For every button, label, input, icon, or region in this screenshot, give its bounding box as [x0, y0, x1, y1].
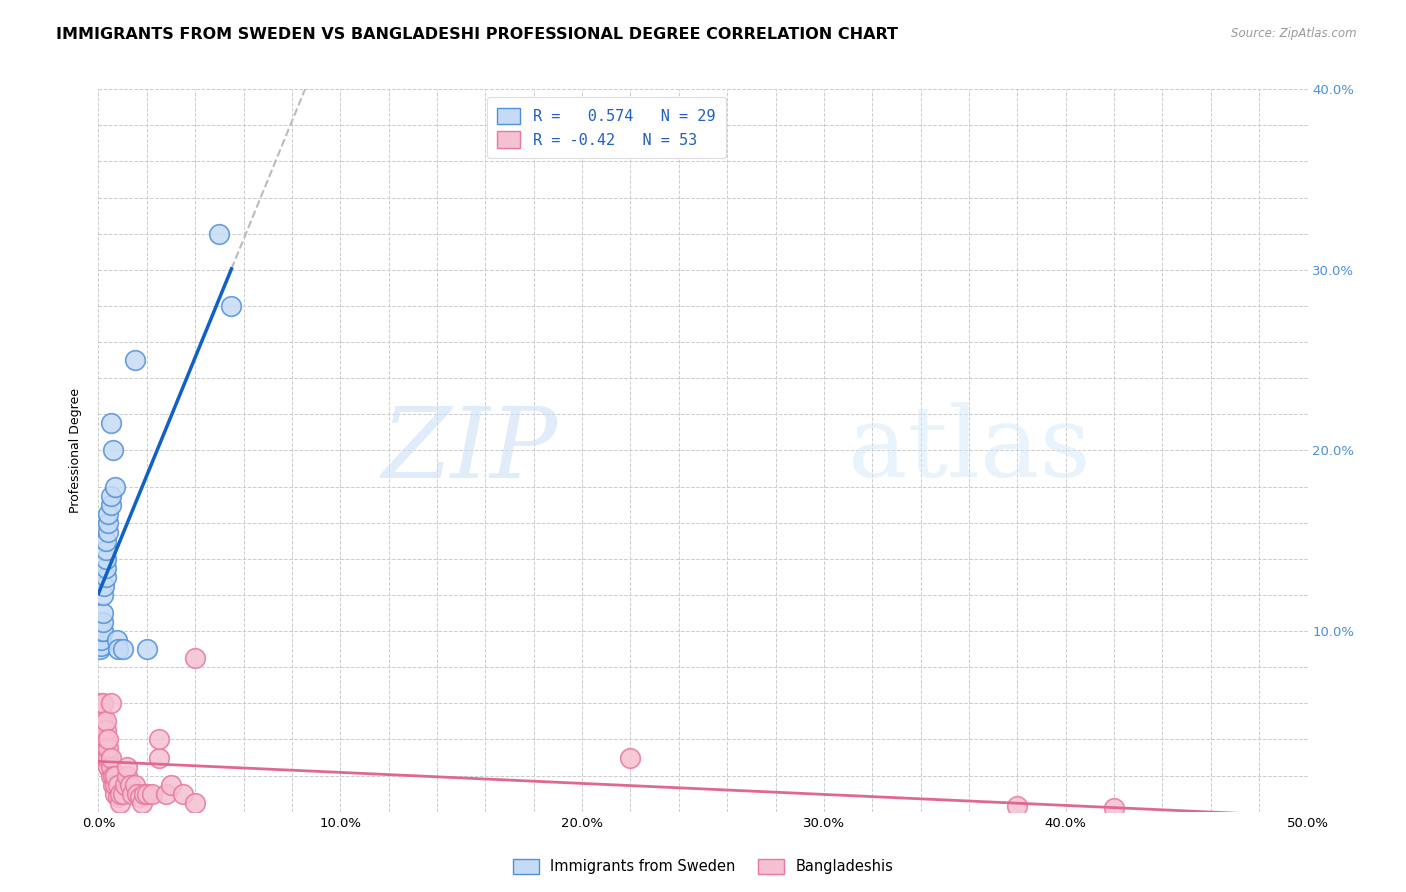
Point — [97, 732, 120, 747]
Point — [208, 227, 231, 241]
Point — [97, 507, 120, 521]
Point — [184, 796, 207, 810]
Point — [134, 787, 156, 801]
Point — [111, 642, 134, 657]
Point — [101, 443, 124, 458]
Point — [1007, 799, 1029, 814]
Text: IMMIGRANTS FROM SWEDEN VS BANGLADESHI PROFESSIONAL DEGREE CORRELATION CHART: IMMIGRANTS FROM SWEDEN VS BANGLADESHI PR… — [56, 27, 898, 42]
Point — [100, 759, 122, 773]
Point — [91, 723, 114, 738]
Text: atlas: atlas — [848, 402, 1091, 499]
Point — [94, 723, 117, 738]
Point — [100, 750, 122, 764]
Point — [160, 778, 183, 792]
Point — [107, 642, 129, 657]
Point — [118, 778, 141, 792]
Point — [90, 639, 112, 653]
Point — [124, 353, 146, 368]
Point — [100, 498, 122, 512]
Point — [91, 588, 114, 602]
Point — [94, 542, 117, 557]
Point — [101, 769, 124, 783]
Point — [97, 741, 120, 756]
Point — [108, 796, 131, 810]
Point — [114, 778, 136, 792]
Point — [94, 750, 117, 764]
Point — [90, 697, 112, 711]
Point — [127, 787, 149, 801]
Point — [131, 796, 153, 810]
Point — [91, 624, 114, 639]
Point — [91, 615, 114, 629]
Point — [107, 778, 129, 792]
Y-axis label: Professional Degree: Professional Degree — [69, 388, 83, 513]
Point — [108, 787, 131, 801]
Point — [100, 417, 122, 431]
Point — [1102, 801, 1125, 815]
Point — [89, 642, 111, 657]
Point — [97, 516, 120, 530]
Point — [104, 480, 127, 494]
Point — [619, 750, 641, 764]
Point — [104, 778, 127, 792]
Point — [90, 633, 112, 648]
Point — [94, 561, 117, 575]
Point — [94, 570, 117, 584]
Point — [135, 642, 157, 657]
Text: Source: ZipAtlas.com: Source: ZipAtlas.com — [1232, 27, 1357, 40]
Point — [91, 624, 114, 639]
Point — [148, 732, 170, 747]
Point — [91, 697, 114, 711]
Point — [100, 697, 122, 711]
Point — [221, 299, 243, 313]
Point — [141, 787, 163, 801]
Point — [97, 750, 120, 764]
Text: ZIP: ZIP — [381, 403, 558, 498]
Point — [91, 714, 114, 729]
Point — [100, 489, 122, 503]
Point — [172, 787, 194, 801]
Point — [90, 723, 112, 738]
Point — [94, 714, 117, 729]
Point — [101, 778, 124, 792]
Point — [97, 759, 120, 773]
Point — [91, 732, 114, 747]
Point — [90, 714, 112, 729]
Point — [148, 750, 170, 764]
Point — [117, 759, 139, 773]
Point — [104, 787, 127, 801]
Point — [155, 787, 177, 801]
Point — [128, 790, 150, 805]
Point — [107, 790, 129, 805]
Point — [184, 651, 207, 665]
Point — [104, 769, 127, 783]
Point — [135, 787, 157, 801]
Point — [94, 741, 117, 756]
Point — [90, 706, 112, 720]
Point — [94, 533, 117, 548]
Point — [100, 769, 122, 783]
Point — [93, 579, 115, 593]
Point — [117, 769, 139, 783]
Point — [91, 606, 114, 620]
Point — [111, 787, 134, 801]
Point — [94, 551, 117, 566]
Point — [121, 787, 143, 801]
Point — [124, 778, 146, 792]
Point — [94, 732, 117, 747]
Legend: Immigrants from Sweden, Bangladeshis: Immigrants from Sweden, Bangladeshis — [506, 853, 900, 880]
Legend: R =   0.574   N = 29, R = -0.42   N = 53: R = 0.574 N = 29, R = -0.42 N = 53 — [486, 97, 725, 159]
Point — [105, 633, 128, 648]
Point — [97, 524, 120, 539]
